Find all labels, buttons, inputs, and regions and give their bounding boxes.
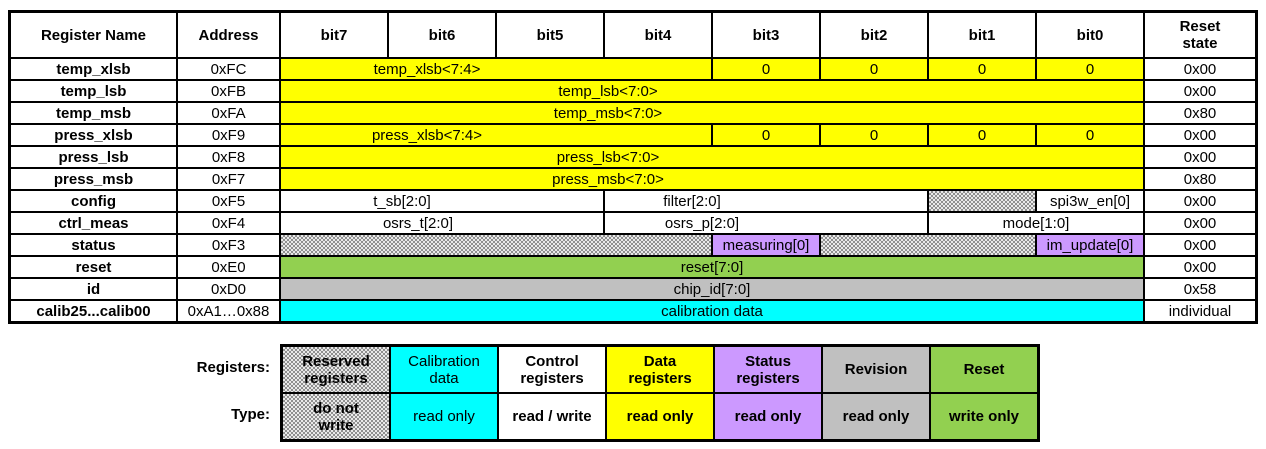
register-address: 0xF7 <box>177 168 280 190</box>
register-name: temp_lsb <box>10 80 177 102</box>
header-bit5: bit5 <box>496 12 604 58</box>
bit-field: chip_id[7:0] <box>280 278 1144 300</box>
header-bit4: bit4 <box>604 12 712 58</box>
bit-field: press_msb<7:0> <box>280 168 1144 190</box>
bit-field: 0 <box>1036 124 1144 146</box>
bit-field: temp_xlsb<7:4> <box>280 58 712 80</box>
bit-field: 0 <box>928 124 1036 146</box>
bit-field: filter[2:0] <box>604 190 928 212</box>
bit-field: 0 <box>928 58 1036 80</box>
bit-field: t_sb[2:0] <box>280 190 604 212</box>
register-address: 0xD0 <box>177 278 280 300</box>
register-name: calib25...calib00 <box>10 300 177 322</box>
register-map-table: Register Name Address bit7 bit6 bit5 bit… <box>8 10 1258 324</box>
register-address: 0xA1…0x88 <box>177 300 280 322</box>
legend-type-read-only-status: read only <box>714 393 822 440</box>
reset-state-value: 0x00 <box>1144 58 1256 80</box>
legend-data-registers: Data registers <box>606 346 714 393</box>
header-bit7: bit7 <box>280 12 388 58</box>
reset-state-value: 0x00 <box>1144 234 1256 256</box>
header-register-name: Register Name <box>10 12 177 58</box>
bit-field: calibration data <box>280 300 1144 322</box>
header-reset-state: Reset state <box>1144 12 1256 58</box>
legend-type-read-only-revision: read only <box>822 393 930 440</box>
reset-state-value: 0x00 <box>1144 212 1256 234</box>
reset-state-value: 0x00 <box>1144 256 1256 278</box>
header-bit3: bit3 <box>712 12 820 58</box>
header-bit6: bit6 <box>388 12 496 58</box>
bit-field: temp_msb<7:0> <box>280 102 1144 124</box>
register-address: 0xE0 <box>177 256 280 278</box>
register-address: 0xF3 <box>177 234 280 256</box>
header-bit0: bit0 <box>1036 12 1144 58</box>
bit-field: 0 <box>1036 58 1144 80</box>
register-name: press_msb <box>10 168 177 190</box>
reset-state-value: 0x00 <box>1144 146 1256 168</box>
bit-field: press_lsb<7:0> <box>280 146 1144 168</box>
legend-table: Reserved registers Calibration data Cont… <box>280 344 1040 442</box>
legend-status-registers: Status registers <box>714 346 822 393</box>
reset-state-value: individual <box>1144 300 1256 322</box>
register-name: reset <box>10 256 177 278</box>
register-name: config <box>10 190 177 212</box>
bit-field: 0 <box>820 58 928 80</box>
legend-type-label: Type: <box>231 406 270 423</box>
reset-state-value: 0x00 <box>1144 80 1256 102</box>
bit-field: mode[1:0] <box>928 212 1144 234</box>
register-name: ctrl_meas <box>10 212 177 234</box>
legend-calibration-data: Calibration data <box>390 346 498 393</box>
register-name: temp_xlsb <box>10 58 177 80</box>
bit-field: press_xlsb<7:4> <box>280 124 712 146</box>
register-name: status <box>10 234 177 256</box>
bit-field: reset[7:0] <box>280 256 1144 278</box>
register-name: press_xlsb <box>10 124 177 146</box>
bit-field: im_update[0] <box>1036 234 1144 256</box>
legend-reset: Reset <box>930 346 1038 393</box>
bit-field: 0 <box>712 58 820 80</box>
legend-revision: Revision <box>822 346 930 393</box>
reset-state-value: 0x58 <box>1144 278 1256 300</box>
legend-reserved-registers: Reserved registers <box>282 346 390 393</box>
reserved-bits-cell <box>280 234 712 256</box>
legend-labels: Registers: Type: <box>8 344 280 442</box>
register-name: press_lsb <box>10 146 177 168</box>
header-address: Address <box>177 12 280 58</box>
legend-type-write-only: write only <box>930 393 1038 440</box>
legend-control-registers: Control registers <box>498 346 606 393</box>
bit-field: spi3w_en[0] <box>1036 190 1144 212</box>
legend: Registers: Type: Reserved registers Cali… <box>8 344 1040 442</box>
bit-field: osrs_t[2:0] <box>280 212 604 234</box>
register-address: 0xF9 <box>177 124 280 146</box>
reset-state-value: 0x00 <box>1144 190 1256 212</box>
reserved-bits-cell <box>928 190 1036 212</box>
bit-field: temp_lsb<7:0> <box>280 80 1144 102</box>
bit-field: measuring[0] <box>712 234 820 256</box>
legend-type-read-only-calibration: read only <box>390 393 498 440</box>
register-address: 0xF4 <box>177 212 280 234</box>
register-address: 0xFA <box>177 102 280 124</box>
bit-field: 0 <box>820 124 928 146</box>
register-address: 0xFB <box>177 80 280 102</box>
reset-state-value: 0x00 <box>1144 124 1256 146</box>
reset-state-value: 0x80 <box>1144 168 1256 190</box>
bit-field: osrs_p[2:0] <box>604 212 928 234</box>
register-name: temp_msb <box>10 102 177 124</box>
register-name: id <box>10 278 177 300</box>
legend-type-do-not-write: do not write <box>282 393 390 440</box>
register-address: 0xF5 <box>177 190 280 212</box>
legend-type-read-write: read / write <box>498 393 606 440</box>
bit-field: 0 <box>712 124 820 146</box>
header-bit2: bit2 <box>820 12 928 58</box>
register-address: 0xFC <box>177 58 280 80</box>
header-bit1: bit1 <box>928 12 1036 58</box>
reserved-bits-cell <box>820 234 1036 256</box>
legend-type-read-only-data: read only <box>606 393 714 440</box>
register-address: 0xF8 <box>177 146 280 168</box>
legend-registers-label: Registers: <box>196 359 270 376</box>
reset-state-value: 0x80 <box>1144 102 1256 124</box>
